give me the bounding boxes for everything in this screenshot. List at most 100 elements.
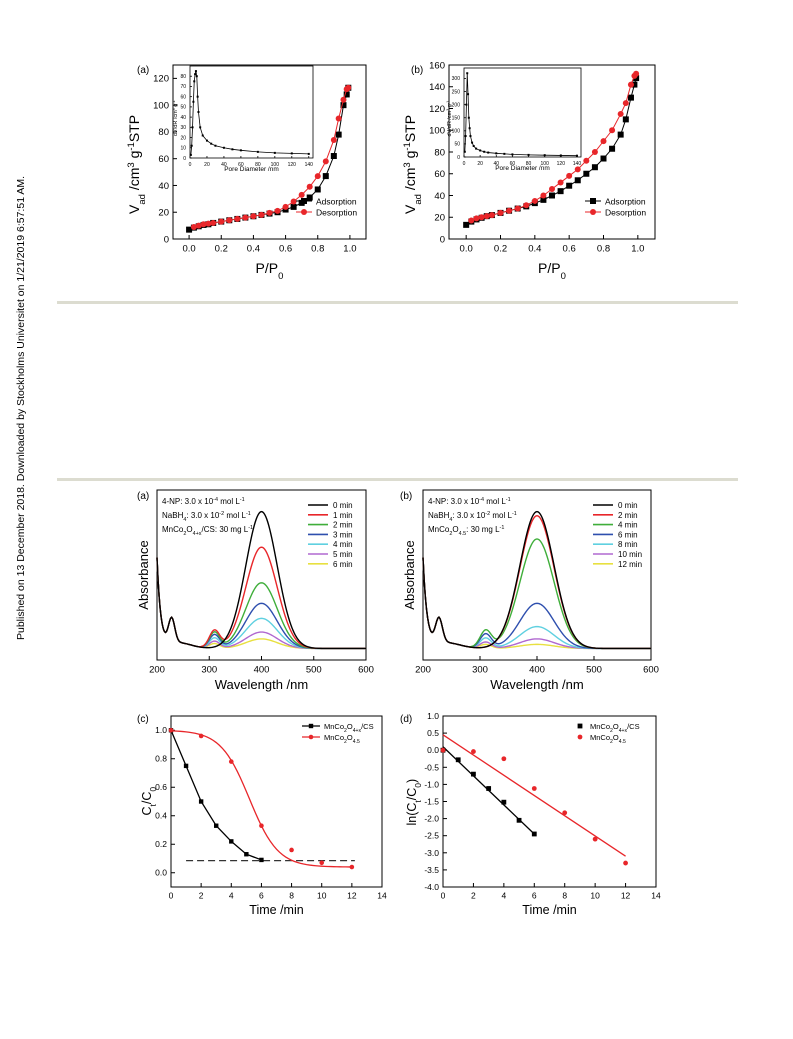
inset-point [195, 75, 198, 78]
y-tick-label: 60 [180, 94, 186, 100]
inset-point [466, 72, 469, 75]
inset-y-label: dV/dR /cm3 g-1 [172, 100, 179, 136]
data-point [322, 158, 329, 165]
data-point [566, 182, 573, 189]
spectrum-0-min [422, 510, 651, 650]
x-tick-label: 600 [643, 665, 659, 676]
data-point [583, 170, 590, 177]
x-tick-label: 100 [541, 161, 550, 167]
y-tick-label: 0.0 [155, 868, 167, 878]
data-point [592, 836, 598, 842]
legend-label: 8 min [618, 540, 638, 549]
data-point [583, 157, 590, 164]
data-point [609, 145, 616, 152]
data-point [210, 219, 217, 226]
data-point [229, 839, 234, 844]
x-tick-label: 2 [471, 891, 476, 901]
y-tick-label: 40 [158, 181, 169, 192]
y-tick-label: -1.5 [424, 796, 439, 806]
x-tick-label: 20 [477, 161, 483, 167]
panel-label: (c) [137, 714, 149, 725]
x-tick-label: 80 [526, 161, 532, 167]
data-point [228, 759, 234, 764]
x-tick-label: 100 [271, 162, 280, 168]
data-point [591, 149, 598, 155]
y-tick-label: 140 [429, 82, 445, 93]
x-tick-label: 0.2 [215, 244, 228, 255]
legend-label: 4 min [618, 521, 638, 530]
data-point [266, 209, 273, 216]
y-tick-label: 10 [180, 146, 186, 152]
y-tick-label: -3.5 [424, 865, 439, 875]
spectrum-2-min [422, 514, 651, 650]
legend-label: Desorption [605, 208, 646, 218]
inset-point [290, 152, 293, 155]
y-tick-label: 0.0 [427, 745, 439, 755]
chart-fig1a: (a)0.0 0.2 0.4 0.6 0.8 1.0020406080100120P/P0… [126, 64, 367, 282]
inset-point [194, 73, 197, 76]
data-point [531, 831, 537, 837]
annotation-text: MnCo2O4.5: 30 mg L-1 [428, 525, 504, 537]
y-tick-label: -3.0 [424, 848, 439, 858]
inset-point [475, 147, 478, 150]
data-point [531, 786, 537, 791]
data-point [549, 185, 555, 192]
plot-frame [463, 67, 582, 158]
data-point [471, 771, 476, 777]
data-point [190, 223, 197, 230]
x-tick-label: 0.0 [182, 244, 195, 255]
data-point [183, 763, 189, 769]
inset-point [463, 150, 466, 153]
data-point [627, 94, 634, 101]
data-point [289, 847, 294, 853]
data-point [168, 727, 174, 733]
data-point [314, 186, 321, 193]
x-axis-label: P/P0 [256, 260, 284, 282]
annotation-text: 4-NP: 3.0 x 10-4 mol L-1 [428, 497, 511, 506]
x-tick-label: 400 [529, 665, 545, 676]
series-desorption [468, 70, 640, 224]
inset-point [214, 144, 217, 147]
data-point [322, 173, 329, 180]
data-point [600, 155, 607, 162]
panel-label: (a) [137, 65, 149, 76]
data-point [440, 747, 446, 753]
data-point [471, 749, 476, 754]
data-point [290, 198, 297, 205]
inset-point [495, 152, 498, 155]
y-tick-label: 200 [452, 102, 461, 108]
y-tick-label: 0.4 [155, 811, 167, 821]
x-tick-label: 600 [358, 665, 374, 676]
legend-label: 0 min [333, 501, 353, 510]
legend-label: 12 min [618, 560, 642, 569]
x-tick-label: 0.0 [460, 244, 473, 255]
inset-point [193, 80, 196, 83]
x-tick-label: 80 [255, 162, 261, 168]
inset-point [199, 126, 202, 129]
chart-fig2c: (c) 0 2 4 6 8 10 12 14 0.0 0.2 0.4 0.6 0.8 1.0 MnCo2O4+… [137, 714, 387, 917]
inset-point [191, 126, 194, 129]
panel-label: (b) [411, 65, 423, 76]
inset-point [273, 151, 276, 154]
inset-point [527, 153, 530, 156]
x-tick-label: 200 [415, 665, 431, 676]
x-tick-label: 0.6 [563, 244, 576, 255]
y-tick-label: -4.0 [424, 882, 439, 892]
inset-point [469, 135, 472, 138]
y-tick-label: 150 [452, 115, 461, 121]
data-point [298, 191, 305, 198]
chart-fig2b: (b) 200 300 400 500 600 4-NP: 3.0 x 10-4 mol L… [400, 489, 659, 692]
data-point [468, 217, 475, 224]
inset-point [194, 70, 197, 73]
y-tick-label: 250 [452, 89, 461, 95]
x-tick-label: 12 [347, 891, 357, 901]
x-tick-label: 12 [621, 891, 631, 901]
x-axis-label: Time /min [522, 903, 576, 917]
y-tick-label: 300 [452, 76, 461, 82]
x-tick-label: 40 [493, 161, 499, 167]
x-tick-label: 14 [651, 891, 661, 901]
inset-line [464, 73, 577, 157]
y-tick-label: 1.0 [155, 725, 167, 735]
y-axis-label: Ct/C0 [140, 787, 158, 816]
